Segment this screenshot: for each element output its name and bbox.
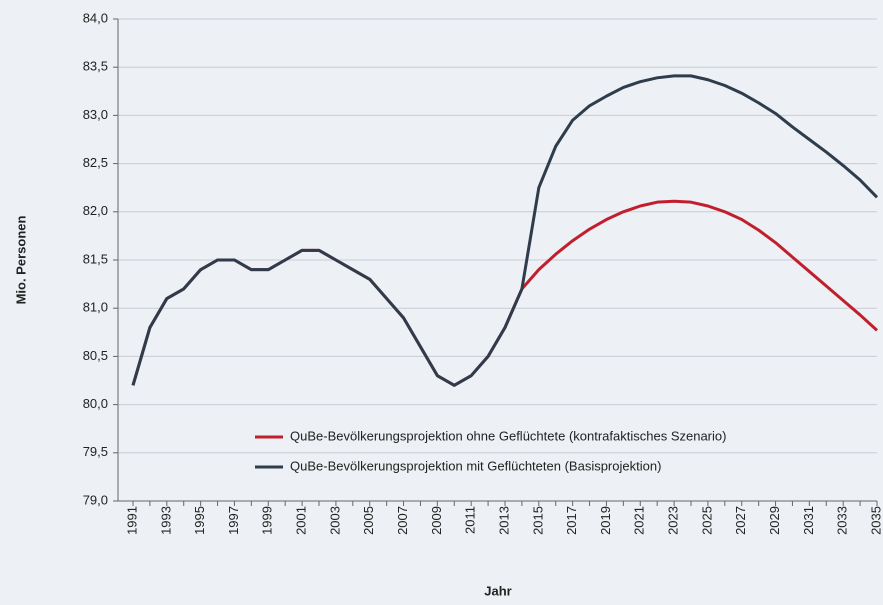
y-tick-label: 83,0: [83, 107, 108, 122]
x-tick-label: 2023: [666, 506, 681, 535]
y-tick-label: 81,5: [83, 251, 108, 266]
x-tick-label: 2007: [395, 506, 410, 535]
x-tick-label: 2025: [699, 506, 714, 535]
x-tick-label: 2027: [733, 506, 748, 535]
y-tick-label: 81,0: [83, 300, 108, 315]
x-tick-label: 2011: [463, 506, 478, 534]
x-tick-label: 2013: [496, 506, 511, 535]
y-axis-label: Mio. Personen: [13, 216, 28, 305]
y-tick-label: 79,0: [83, 492, 108, 507]
x-tick-label: 2003: [327, 506, 342, 535]
x-tick-label: 2031: [801, 506, 816, 535]
x-tick-label: 1997: [226, 506, 241, 535]
x-tick-label: 1991: [124, 506, 139, 535]
y-tick-label: 83,5: [83, 59, 108, 74]
x-tick-label: 2019: [598, 506, 613, 535]
x-tick-label: 2009: [429, 506, 444, 535]
legend-label: QuBe-Bevölkerungsprojektion mit Geflücht…: [290, 458, 661, 473]
x-tick-label: 1995: [192, 506, 207, 535]
legend-label: QuBe-Bevölkerungsprojektion ohne Geflüch…: [290, 428, 726, 443]
y-tick-label: 82,5: [83, 155, 108, 170]
x-tick-label: 2021: [632, 506, 647, 535]
y-tick-label: 82,0: [83, 203, 108, 218]
x-axis-label: Jahr: [484, 583, 511, 598]
y-tick-label: 80,0: [83, 396, 108, 411]
x-tick-label: 2005: [361, 506, 376, 535]
x-tick-label: 2017: [564, 506, 579, 535]
y-tick-label: 84,0: [83, 10, 108, 25]
x-tick-label: 2035: [868, 506, 883, 535]
x-tick-label: 1993: [158, 506, 173, 535]
x-tick-label: 2001: [294, 506, 309, 535]
y-tick-label: 80,5: [83, 348, 108, 363]
x-tick-label: 2029: [767, 506, 782, 535]
y-tick-label: 79,5: [83, 444, 108, 459]
x-tick-label: 1999: [260, 506, 275, 535]
x-tick-label: 2033: [835, 506, 850, 535]
series-line: [131, 74, 879, 387]
x-tick-label: 2015: [530, 506, 545, 535]
